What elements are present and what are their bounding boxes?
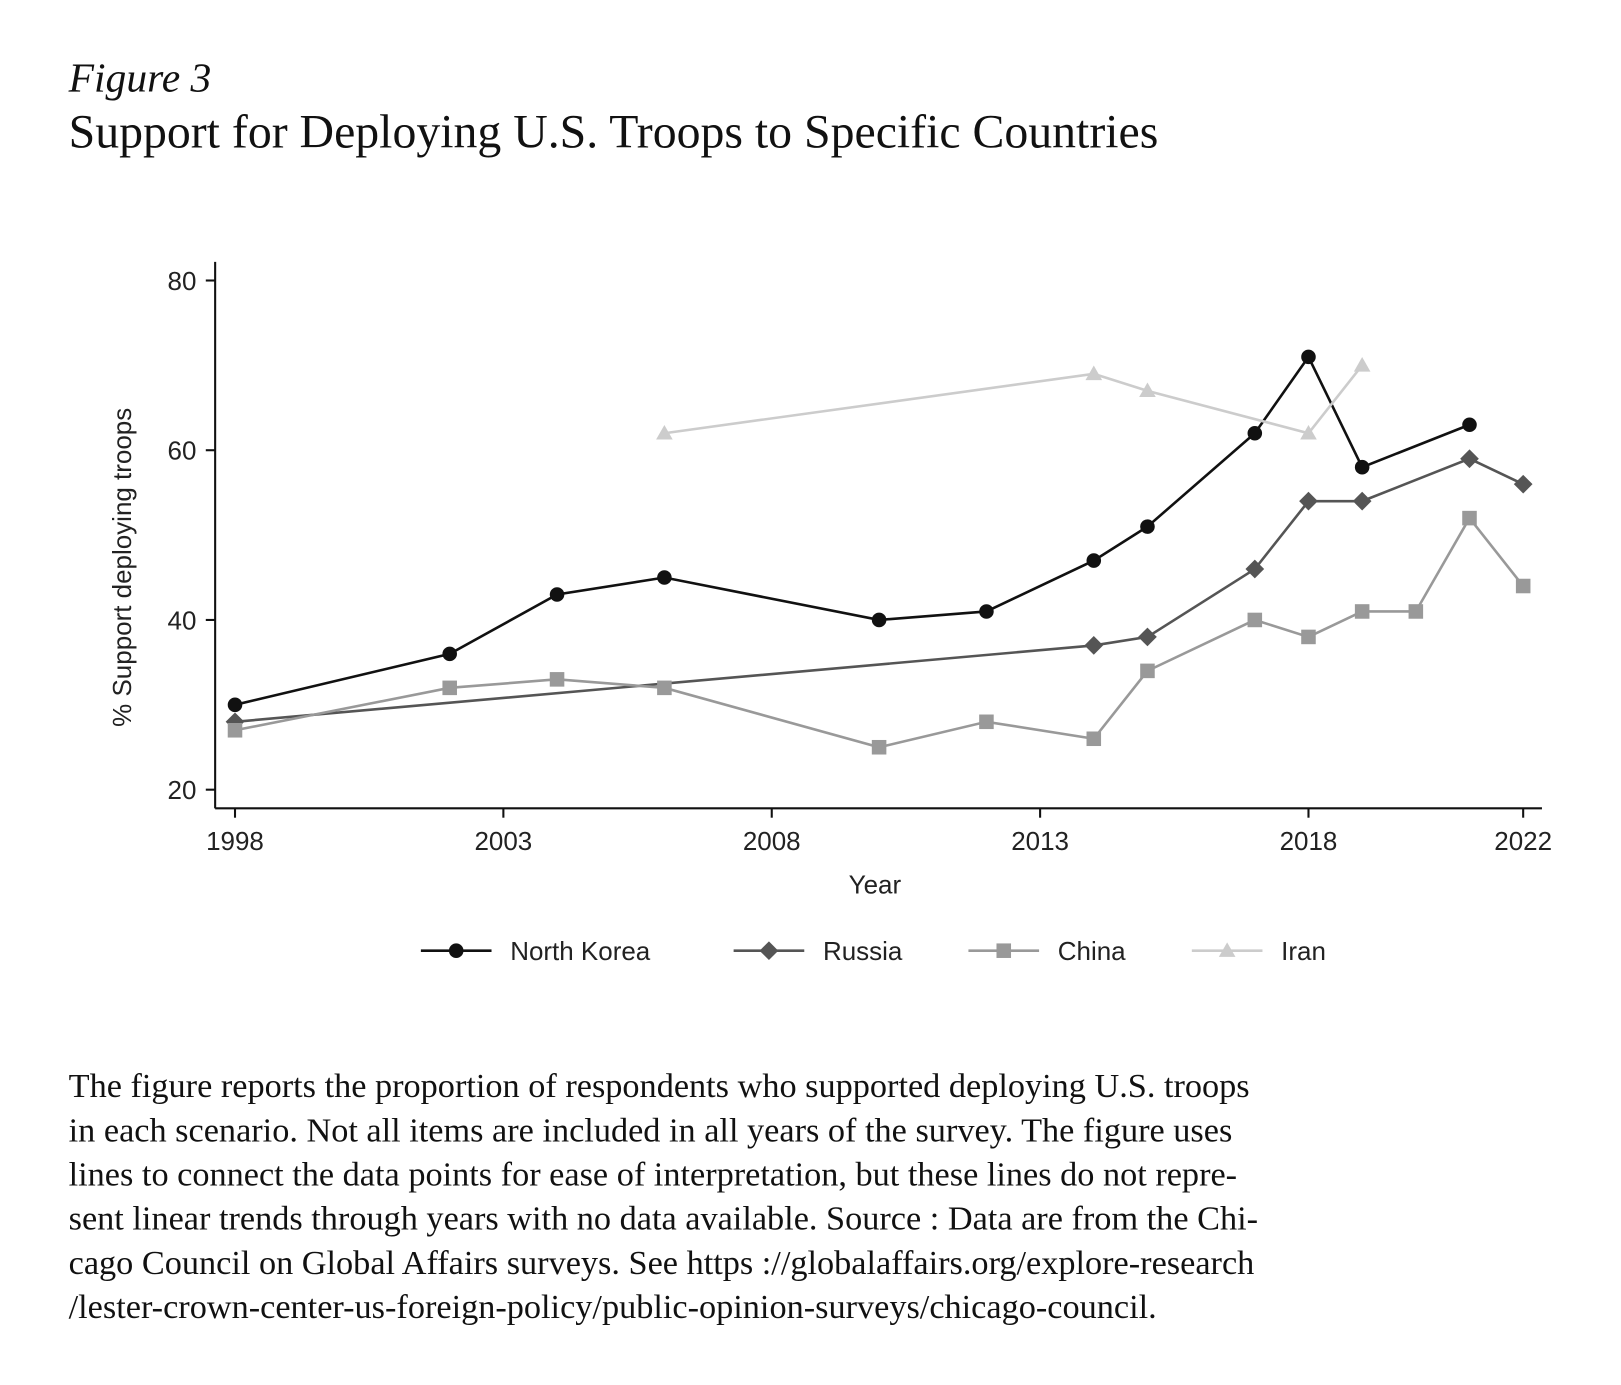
figure-label: Figure 3 <box>68 54 212 100</box>
point <box>1462 417 1477 433</box>
y-tick-label: 80 <box>168 266 197 296</box>
point <box>1301 629 1316 645</box>
point <box>1354 604 1370 619</box>
point <box>1247 612 1263 628</box>
x-axis-label: Year <box>849 870 902 900</box>
point <box>1513 474 1533 494</box>
point <box>1086 731 1102 747</box>
point <box>1353 357 1371 372</box>
caption-line: /lester-crown-center-us-foreign-policy/p… <box>69 1288 1157 1326</box>
point <box>1460 449 1479 469</box>
caption-line: The figure reports the proportion of res… <box>69 1067 1250 1105</box>
figure-title: Support for Deploying U.S. Troops to Spe… <box>69 106 1159 159</box>
x-tick-label: 2008 <box>743 826 801 856</box>
series-line <box>234 354 1470 707</box>
point <box>1086 553 1102 568</box>
point <box>227 697 243 713</box>
legend-label: Iran <box>1281 936 1326 966</box>
caption-line: sent linear trends through years with no… <box>69 1200 1258 1238</box>
series-line <box>234 515 1525 749</box>
x-tick-label: 2013 <box>1011 826 1069 856</box>
series-line <box>234 457 1524 724</box>
caption-line: lines to connect the data points for eas… <box>69 1156 1237 1194</box>
legend-marker <box>1218 942 1236 957</box>
legend-label: North Korea <box>510 936 651 966</box>
x-tick-label: 2003 <box>474 826 532 856</box>
point <box>1408 604 1424 619</box>
y-tick-label: 20 <box>168 775 197 805</box>
y-tick-label: 40 <box>168 605 197 635</box>
point <box>1515 578 1531 594</box>
point <box>1245 559 1265 579</box>
point <box>1140 663 1155 679</box>
point <box>979 714 994 730</box>
point <box>1352 491 1372 511</box>
caption-line: cago Council on Global Affairs surveys. … <box>69 1244 1255 1282</box>
x-tick-label: 1998 <box>206 826 264 856</box>
legend-marker <box>448 943 464 958</box>
point <box>979 604 994 619</box>
point <box>1301 349 1316 365</box>
point <box>442 646 457 662</box>
point <box>1354 459 1370 475</box>
y-axis-label: % Support deploying troops <box>107 408 137 727</box>
point <box>656 424 673 440</box>
point <box>871 739 887 755</box>
legend-marker <box>996 943 1012 958</box>
series-line <box>664 364 1364 435</box>
point <box>1085 365 1103 381</box>
y-tick-label: 60 <box>168 436 197 466</box>
point <box>1299 491 1318 511</box>
point <box>1138 627 1157 647</box>
point <box>1300 424 1317 440</box>
x-tick-label: 2018 <box>1280 826 1338 856</box>
legend-label: China <box>1058 936 1126 966</box>
point <box>1139 382 1156 398</box>
point <box>871 612 887 628</box>
legend-marker <box>759 941 779 961</box>
point <box>549 587 565 602</box>
point <box>657 680 672 696</box>
point <box>1140 519 1155 534</box>
point <box>442 680 457 696</box>
point <box>1462 510 1477 526</box>
point <box>227 723 243 738</box>
caption-line: in each scenario. Not all items are incl… <box>69 1111 1233 1149</box>
caption: The figure reports the proportion of res… <box>69 1067 1258 1326</box>
x-tick-label: 2022 <box>1494 826 1552 856</box>
point <box>1084 636 1104 655</box>
point <box>549 672 565 687</box>
legend-label: Russia <box>823 936 903 966</box>
point <box>1247 425 1263 441</box>
point <box>657 570 672 585</box>
